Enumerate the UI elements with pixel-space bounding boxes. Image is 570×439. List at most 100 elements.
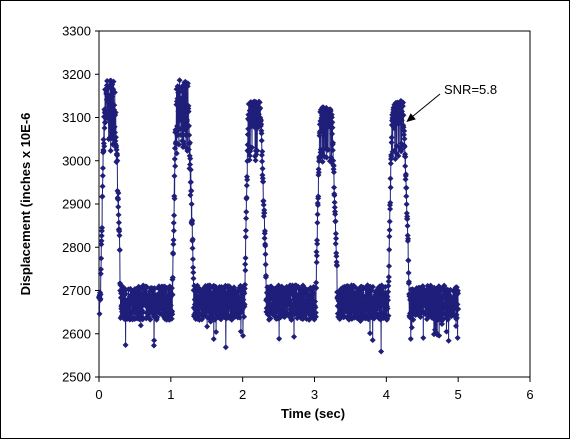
- data-point: [177, 131, 184, 138]
- data-point: [187, 179, 194, 186]
- data-point: [385, 273, 392, 280]
- data-point: [246, 152, 253, 159]
- x-tick-label: 4: [383, 387, 390, 402]
- data-point: [398, 117, 405, 124]
- data-point: [288, 316, 295, 323]
- data-point: [261, 209, 268, 216]
- data-point: [385, 282, 392, 289]
- y-tick-label: 3200: [62, 67, 91, 82]
- data-point: [113, 142, 120, 149]
- data-point: [267, 315, 274, 322]
- data-point: [98, 237, 105, 244]
- data-point: [242, 281, 249, 288]
- data-point: [169, 311, 176, 318]
- y-tick-label: 2500: [62, 370, 91, 385]
- data-point: [331, 199, 338, 206]
- y-tick-label: 3000: [62, 153, 91, 168]
- y-tick-label: 3300: [62, 24, 91, 39]
- data-point: [401, 143, 408, 150]
- data-point: [154, 314, 161, 321]
- data-point: [176, 77, 183, 84]
- data-point: [310, 290, 317, 297]
- data-point: [108, 93, 115, 100]
- data-point: [403, 184, 410, 191]
- data-point: [401, 135, 408, 142]
- data-point: [260, 201, 267, 208]
- data-point: [169, 274, 176, 281]
- data-point: [115, 196, 122, 203]
- data-point: [187, 166, 194, 173]
- data-point: [315, 169, 322, 176]
- data-point: [240, 296, 247, 303]
- data-point: [107, 147, 114, 154]
- data-point: [185, 108, 192, 115]
- data-point: [122, 286, 129, 293]
- data-point: [100, 136, 107, 143]
- data-point: [387, 175, 394, 182]
- x-tick-label: 2: [239, 387, 246, 402]
- data-point: [259, 175, 266, 182]
- data-point: [170, 236, 177, 243]
- data-point: [263, 272, 270, 279]
- data-point: [258, 121, 265, 128]
- data-point: [178, 101, 185, 108]
- data-point: [388, 153, 395, 160]
- data-point: [385, 278, 392, 285]
- data-point: [257, 117, 264, 124]
- data-point: [387, 184, 394, 191]
- data-point: [384, 297, 391, 304]
- y-tick-label: 2800: [62, 240, 91, 255]
- data-point: [258, 130, 265, 137]
- data-point: [97, 291, 104, 298]
- data-point: [454, 334, 461, 341]
- data-point: [159, 302, 166, 309]
- data-point: [387, 160, 394, 167]
- data-point: [116, 228, 123, 235]
- data-point: [453, 314, 460, 321]
- data-point: [403, 201, 410, 208]
- series-displacement: [96, 77, 462, 355]
- data-point: [241, 290, 248, 297]
- data-point: [395, 152, 402, 159]
- data-point: [188, 201, 195, 208]
- data-point: [236, 314, 243, 321]
- data-point: [401, 127, 408, 134]
- data-point: [329, 147, 336, 154]
- data-point: [173, 150, 180, 157]
- data-point: [313, 279, 320, 286]
- data-point: [386, 246, 393, 253]
- data-point: [386, 218, 393, 225]
- x-tick-label: 0: [95, 387, 102, 402]
- data-point: [404, 216, 411, 223]
- data-point: [122, 290, 129, 297]
- data-point: [99, 224, 106, 231]
- data-point: [317, 146, 324, 153]
- annotation: SNR=5.8: [406, 82, 497, 122]
- data-point: [186, 132, 193, 139]
- data-point: [101, 125, 108, 132]
- data-point: [170, 250, 177, 257]
- data-point: [333, 235, 340, 242]
- data-point: [244, 176, 251, 183]
- data-point: [314, 240, 321, 247]
- data-point: [330, 157, 337, 164]
- data-point: [187, 155, 194, 162]
- data-point: [386, 263, 393, 270]
- data-point: [125, 306, 132, 313]
- data-point: [171, 145, 178, 152]
- data-point: [97, 295, 104, 302]
- x-axis: 0 1 2 3 4 5 6: [95, 377, 534, 402]
- data-point: [114, 157, 121, 164]
- data-point: [443, 328, 450, 335]
- data-point: [112, 109, 119, 116]
- data-point: [433, 303, 440, 310]
- data-point: [210, 336, 217, 343]
- data-point: [241, 285, 248, 292]
- data-point: [444, 316, 451, 323]
- data-point: [213, 328, 220, 335]
- data-point: [454, 290, 461, 297]
- data-point: [385, 312, 392, 319]
- data-point: [242, 255, 249, 262]
- data-point: [329, 124, 336, 131]
